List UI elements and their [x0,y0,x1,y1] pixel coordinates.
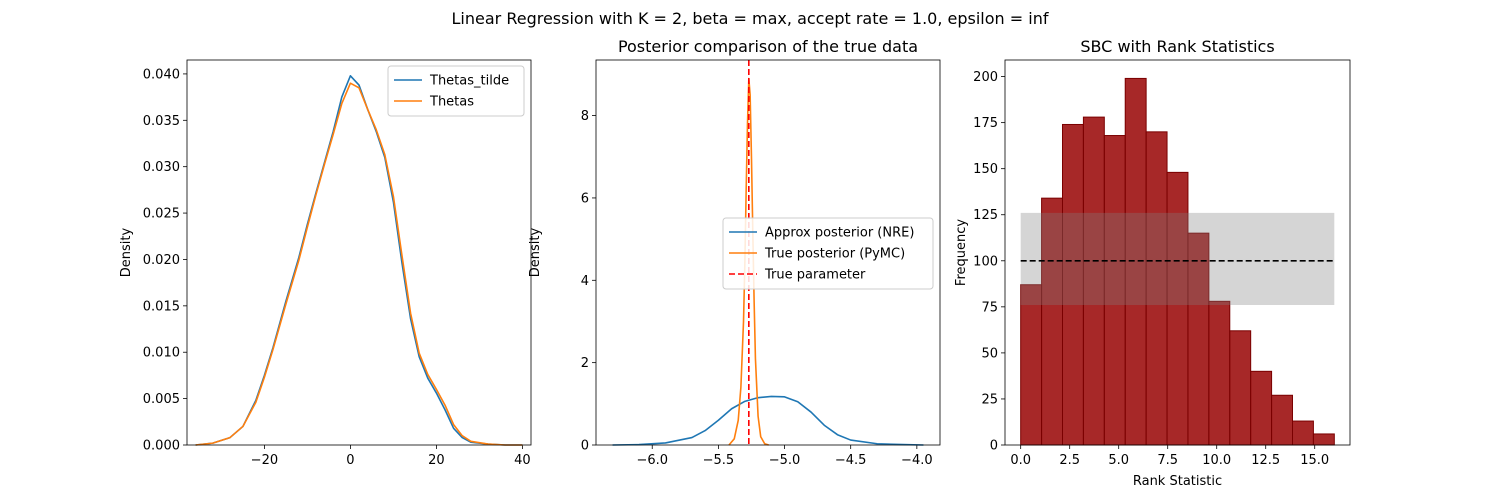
legend-entry: Thetas [429,95,474,110]
y-tick-label: 0 [581,439,589,454]
x-tick-label: −5.5 [703,453,735,468]
x-tick-label: 0 [346,453,354,468]
y-tick-label: 6 [581,191,589,206]
series-line [728,77,769,446]
posterior-comparison-plot: −6.0 −5.5 −5.0 −4.5 −4.0 0 2 4 6 8 Posterior compa… [528,37,941,468]
y-tick-label: 100 [973,254,998,269]
y-tick-label: 50 [981,346,998,361]
x-tick-label: 2.5 [1059,453,1080,468]
legend-box [722,217,934,290]
y-tick-label: 0.030 [143,160,180,175]
x-tick-label: 10.0 [1202,453,1231,468]
y-tick-label: 200 [973,70,998,85]
axes-title: SBC with Rank Statistics [1080,37,1274,56]
legend-box [387,65,525,117]
legend-entry: Thetas_tilde [429,74,509,89]
x-tick-label: −4.5 [835,453,867,468]
y-tick-label: 0.015 [143,299,180,314]
x-tick-label: 20 [428,453,445,468]
histogram-bar [1020,284,1043,446]
axes-frame [595,59,941,446]
x-tick-label: −4.0 [901,453,933,468]
y-tick-label: 0.010 [143,346,180,361]
y-tick-label: 8 [581,109,589,124]
density-plot-thetas: −20 0 20 40 0.000 0.005 0.010 0.015 0.020 0.025 0.… [119,59,532,468]
series-line [195,74,523,446]
y-tick-label: 75 [981,300,998,315]
x-tick-label: −6.0 [636,453,668,468]
x-tick-label: 15.0 [1300,453,1329,468]
legend-entry: Approx posterior (NRE) [765,226,914,241]
x-tick-label: −20 [251,453,278,468]
y-tick-label: 0.035 [143,114,180,129]
y-tick-label: 25 [981,392,998,407]
y-tick-label: 125 [973,208,998,223]
y-tick-label: 0.040 [143,67,180,82]
y-tick-label: 4 [581,274,589,289]
y-tick-label: 175 [973,116,998,131]
y-tick-label: 150 [973,162,998,177]
y-axis-label: Density [119,227,134,277]
y-tick-label: 0.005 [143,392,180,407]
histogram-bar [1292,420,1314,446]
histogram-bar [1271,394,1294,446]
histogram-bar [1208,300,1231,446]
y-tick-label: 0.025 [143,207,180,222]
y-axis-label: Density [528,227,543,277]
x-tick-label: 12.5 [1251,453,1280,468]
y-tick-label: 0 [990,439,998,454]
histogram-bar [1229,330,1252,446]
y-tick-label: 0.020 [143,253,180,268]
legend-entry: True posterior (PyMC) [764,247,905,262]
axes-frame [186,59,532,446]
x-tick-label: 40 [514,453,531,468]
x-tick-label: 0.0 [1010,453,1031,468]
figure-suptitle: Linear Regression with K = 2, beta = max… [452,9,1049,28]
x-tick-label: −5.0 [769,453,801,468]
sbc-rank-histogram: 0.0 2.5 5.0 7.5 10.0 12.5 15.0 0 25 50 75 100 125 150… [954,37,1351,489]
y-axis-label: Frequency [954,219,969,286]
x-tick-label: 7.5 [1157,453,1178,468]
y-tick-label: 2 [581,356,589,371]
histogram-bar [1312,433,1335,446]
axes-title: Posterior comparison of the true data [618,37,918,56]
x-tick-label: 5.0 [1108,453,1129,468]
axes-frame [1004,59,1351,446]
legend-entry: True parameter [764,268,866,283]
histogram-bar [1250,370,1273,446]
series-line [195,82,523,446]
expected-range-band [1020,212,1335,305]
x-axis-label: Rank Statistic [1133,474,1222,489]
y-tick-label: 0.000 [143,439,180,454]
series-line [612,395,924,446]
